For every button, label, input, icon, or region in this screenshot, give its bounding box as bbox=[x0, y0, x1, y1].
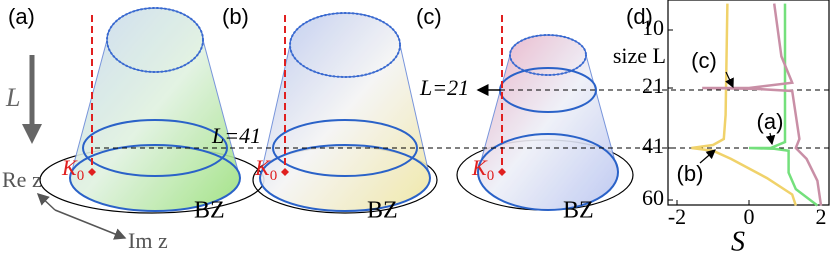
panel-label: (b) bbox=[222, 4, 249, 29]
series-line bbox=[702, 3, 823, 206]
top-ring bbox=[106, 7, 204, 73]
bz-label: BZ bbox=[194, 198, 225, 224]
y-tick-label: 21 bbox=[642, 73, 664, 98]
bz-label: BZ bbox=[563, 198, 594, 224]
x-axis-label: S bbox=[731, 226, 745, 257]
annotation: (a) bbox=[757, 109, 784, 134]
base-ring bbox=[69, 144, 241, 212]
y-tick-label: 60 bbox=[642, 185, 664, 210]
k0-point bbox=[281, 168, 289, 176]
panel-label: (c) bbox=[416, 4, 442, 29]
im-label: Im z bbox=[128, 228, 168, 253]
y-tick-label: 41 bbox=[642, 133, 664, 158]
annotation-arrow bbox=[699, 149, 716, 164]
panel-label: (d) bbox=[626, 4, 653, 29]
x-tick-label: 2 bbox=[816, 204, 827, 229]
annotation: (c) bbox=[691, 48, 717, 73]
x-tick-label: 0 bbox=[744, 204, 755, 229]
k0-label: K0 bbox=[471, 155, 494, 184]
middle-ring bbox=[82, 119, 228, 177]
y-axis-label: size L bbox=[613, 43, 666, 68]
k0-point bbox=[88, 168, 96, 176]
top-ring bbox=[289, 12, 401, 78]
re-label: Re z bbox=[2, 167, 42, 192]
series-line bbox=[748, 3, 819, 207]
k0-label: K0 bbox=[61, 155, 84, 184]
re-axis bbox=[36, 192, 56, 211]
middle-ring bbox=[272, 119, 418, 177]
cone bbox=[477, 34, 619, 211]
im-axis bbox=[54, 209, 127, 240]
k0-sub: 0 bbox=[487, 168, 495, 184]
l-label: L bbox=[5, 83, 20, 112]
k0-sub: 0 bbox=[270, 168, 278, 184]
annotation-arrow bbox=[765, 132, 776, 146]
cut-label: L=21 bbox=[419, 75, 469, 100]
k0-main: K bbox=[471, 155, 488, 180]
cone bbox=[69, 7, 241, 212]
chart: (d)10 21 41 60-2 0 2 size L S (c) (a) (b) bbox=[613, 0, 830, 257]
panel-label: (a) bbox=[8, 4, 35, 29]
top-ring bbox=[509, 34, 587, 76]
series-line bbox=[691, 3, 797, 206]
annotation-arrow bbox=[725, 71, 734, 89]
k0-point bbox=[498, 168, 506, 176]
k0-sub: 0 bbox=[77, 168, 85, 184]
k0-label: K0 bbox=[254, 155, 277, 184]
l-arrow-head bbox=[22, 124, 42, 144]
x-tick-label: -2 bbox=[668, 204, 686, 229]
base-ring bbox=[259, 144, 431, 212]
base-ring bbox=[477, 133, 619, 211]
k0-main: K bbox=[61, 155, 78, 180]
cut-label: L=41 bbox=[211, 123, 261, 148]
y-tick-label: 10 bbox=[642, 15, 664, 40]
annotation: (b) bbox=[677, 161, 704, 186]
bz-label: BZ bbox=[367, 198, 398, 224]
k0-main: K bbox=[254, 155, 271, 180]
